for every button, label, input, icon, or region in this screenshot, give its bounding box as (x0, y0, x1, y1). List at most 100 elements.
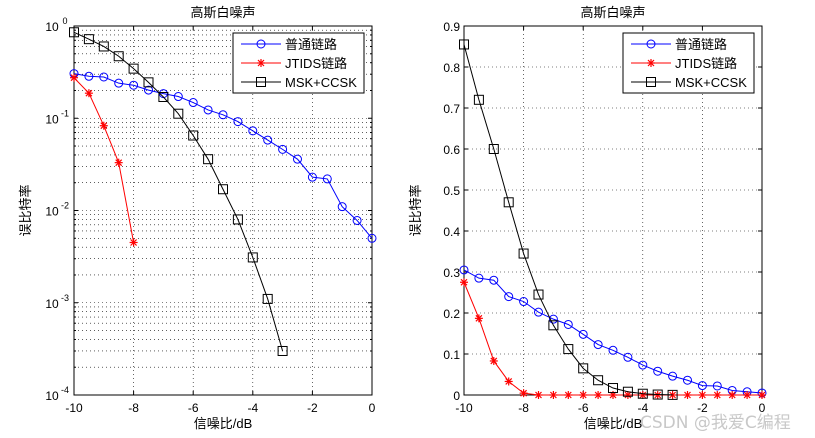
circle-marker (474, 273, 484, 283)
x-tick-label: -8 (518, 401, 529, 415)
square-marker (98, 41, 109, 52)
star-stroke (100, 122, 108, 130)
y-tick-exponent: -2 (61, 201, 69, 211)
star-marker (713, 391, 722, 399)
star-marker (623, 391, 632, 399)
circle-marker (307, 172, 317, 182)
subplot-2: -10 -8 -6 -4 -2 0 0 0.1 0.2 0.3 0.4 0.5 0.6 0.7 0.8 0.9… (408, 5, 767, 431)
circle-marker (578, 329, 588, 339)
star-stroke (549, 391, 557, 399)
circle-marker (668, 371, 678, 381)
x-axis-label: 信噪比/dB (584, 416, 643, 431)
circle-marker (608, 345, 618, 355)
star-stroke (564, 391, 572, 399)
legend: 普通链路 JTIDS链路 MSK+CCSK (232, 32, 365, 94)
series-2 (69, 27, 288, 356)
square-marker (622, 386, 633, 397)
circle-marker (203, 105, 213, 115)
y-tick-label: 10 (45, 205, 59, 219)
star-marker (489, 356, 498, 365)
square-marker (488, 144, 499, 154)
circle-marker (623, 352, 633, 362)
circle-marker (293, 154, 302, 164)
star-marker (698, 391, 707, 399)
circle-marker (534, 307, 543, 317)
square-marker (667, 389, 678, 400)
legend: 普通链路 JTIDS链路 MSK+CCSK (622, 32, 755, 94)
y-tick-label: 10 (45, 112, 59, 126)
star-marker (257, 59, 265, 67)
axes-box (73, 25, 373, 396)
star-stroke (257, 59, 265, 67)
legend-item: JTIDS链路 (241, 56, 347, 71)
square-marker (232, 214, 243, 225)
square-marker (608, 383, 618, 394)
square-marker (459, 39, 469, 50)
star-marker (129, 238, 138, 247)
circle-marker (256, 39, 266, 49)
square-marker (113, 51, 124, 62)
y-tick-exponent: -4 (61, 385, 69, 395)
square-marker (158, 91, 169, 102)
x-tick-label: -8 (128, 401, 139, 415)
square-marker (256, 77, 266, 87)
star-marker (549, 391, 558, 399)
star-stroke (475, 314, 483, 322)
circle-marker (263, 135, 273, 145)
circle-marker (489, 275, 499, 285)
series-line (73, 73, 373, 239)
circle-marker (638, 360, 648, 370)
square-marker (173, 108, 184, 119)
star-marker (728, 391, 737, 399)
circle-marker (218, 110, 228, 120)
star-stroke (85, 89, 93, 97)
legend-item: JTIDS链路 (631, 56, 737, 71)
x-tick-label: 0 (759, 401, 766, 415)
circle-marker (646, 39, 656, 49)
x-tick-label: 0 (369, 401, 376, 415)
chart-title: 高斯白噪声 (190, 5, 255, 20)
series-2 (459, 39, 678, 400)
star-marker (84, 89, 93, 98)
series-0 (69, 69, 377, 243)
star-stroke (490, 357, 498, 365)
circle-marker (593, 340, 603, 350)
circle-marker (114, 78, 124, 88)
star-marker (534, 391, 543, 399)
square-marker (533, 289, 544, 300)
subplot-1: -10 -8 -6 -4 -2 010-410-310-210-110 0普通链路JTIDS… (18, 5, 377, 431)
y-tick-exponent: -1 (61, 108, 69, 118)
series-1 (70, 73, 138, 247)
circle-marker (144, 85, 153, 95)
y-tick-label: 0.3 (443, 266, 460, 280)
circle-marker (712, 381, 722, 391)
star-marker (504, 377, 513, 386)
y-tick-label: 0.6 (443, 143, 460, 157)
y-tick-label: 10 (45, 297, 59, 311)
circle-marker (278, 144, 288, 154)
star-marker (519, 389, 528, 398)
circle-marker (233, 117, 243, 127)
y-tick-label: 0.2 (443, 307, 460, 321)
legend-item: 普通链路 (631, 37, 727, 52)
circle-marker (84, 71, 94, 81)
legend-item: MSK+CCSK (631, 75, 747, 90)
star-stroke (70, 74, 78, 82)
y-tick-exponent: -3 (61, 293, 69, 303)
x-tick-label: -6 (188, 401, 199, 415)
star-stroke (713, 391, 721, 399)
square-marker (578, 363, 589, 374)
circle-marker (248, 126, 258, 136)
circle-marker (653, 366, 663, 376)
watermark: CSDN @我爱C编程 (640, 413, 791, 433)
legend-label: 普通链路 (285, 37, 337, 52)
square-marker (83, 34, 94, 45)
legend-label: MSK+CCSK (675, 75, 747, 90)
circle-marker (548, 314, 558, 324)
star-marker (460, 278, 468, 287)
y-axis-label: 误比特率 (18, 184, 33, 236)
square-marker (247, 252, 258, 263)
star-stroke (743, 391, 751, 399)
chart-title: 高斯白噪声 (580, 5, 645, 20)
